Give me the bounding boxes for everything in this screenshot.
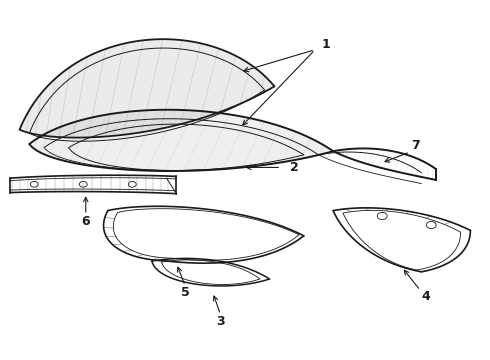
Text: 3: 3	[216, 315, 225, 328]
Text: 7: 7	[411, 139, 420, 152]
Polygon shape	[20, 39, 274, 138]
Polygon shape	[29, 110, 333, 171]
Text: 4: 4	[422, 291, 431, 303]
Text: 5: 5	[181, 286, 190, 299]
Text: 1: 1	[321, 39, 330, 51]
Text: 6: 6	[81, 215, 90, 228]
Text: 2: 2	[290, 161, 298, 174]
